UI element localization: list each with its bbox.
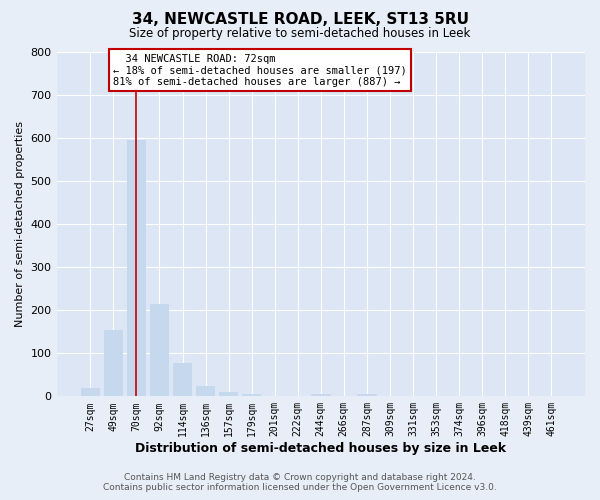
X-axis label: Distribution of semi-detached houses by size in Leek: Distribution of semi-detached houses by … [135,442,506,455]
Text: Contains HM Land Registry data © Crown copyright and database right 2024.
Contai: Contains HM Land Registry data © Crown c… [103,473,497,492]
Bar [311,394,331,396]
Bar [80,388,100,396]
Bar [196,386,215,396]
Text: 34 NEWCASTLE ROAD: 72sqm
← 18% of semi-detached houses are smaller (197)
81% of : 34 NEWCASTLE ROAD: 72sqm ← 18% of semi-d… [113,54,407,87]
Text: Size of property relative to semi-detached houses in Leek: Size of property relative to semi-detach… [130,28,470,40]
Bar [242,394,262,396]
Bar [149,304,169,396]
Bar [357,394,377,396]
Y-axis label: Number of semi-detached properties: Number of semi-detached properties [15,121,25,327]
Bar [104,330,123,396]
Bar [173,362,193,396]
Bar [219,392,238,396]
Text: 34, NEWCASTLE ROAD, LEEK, ST13 5RU: 34, NEWCASTLE ROAD, LEEK, ST13 5RU [131,12,469,28]
Bar [127,140,146,396]
